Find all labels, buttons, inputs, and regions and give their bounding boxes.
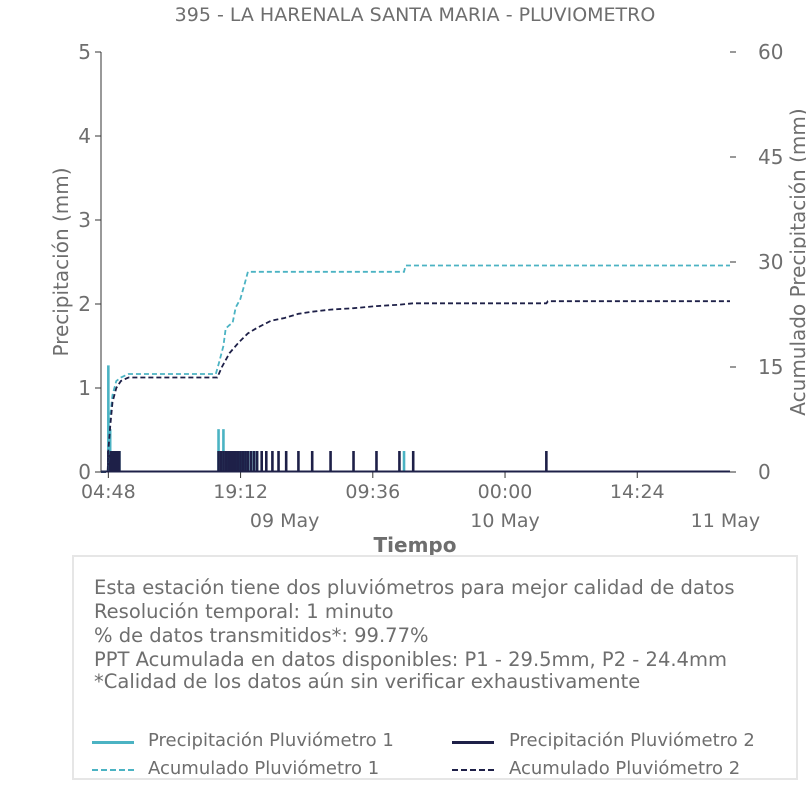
x-date-label: 09 May <box>250 510 320 532</box>
y-tick-label-right: 15 <box>758 355 783 379</box>
x-tick-label: 09:36 <box>345 481 400 503</box>
y-tick-label-right: 30 <box>758 250 783 274</box>
y-tick-label-right: 0 <box>758 460 771 484</box>
chart-title: 395 - LA HARENALA SANTA MARIA - PLUVIOME… <box>175 4 656 26</box>
x-axis-label: Tiempo <box>374 533 457 557</box>
x-tick-label: 14:24 <box>610 481 665 503</box>
legend-label-acum-1: Acumulado Pluviómetro 1 <box>148 758 380 779</box>
x-tick-label: 00:00 <box>478 481 533 503</box>
legend-label-acum-2: Acumulado Pluviómetro 2 <box>509 758 741 779</box>
legend-swatch-acum-1 <box>92 769 134 771</box>
y-tick-label-left: 1 <box>78 376 91 400</box>
x-date-label: 11 May <box>691 510 761 532</box>
cumulative-line-1 <box>101 264 730 473</box>
info-line: PPT Acumulada en datos disponibles: P1 -… <box>94 648 727 671</box>
x-tick-label: 04:48 <box>81 481 136 503</box>
info-line: Resolución temporal: 1 minuto <box>94 600 394 623</box>
y-tick-label-left: 3 <box>78 208 91 232</box>
y-tick-label-left: 5 <box>78 40 91 64</box>
info-line: Esta estación tiene dos pluviómetros par… <box>94 576 735 599</box>
info-box: Esta estación tiene dos pluviómetros par… <box>72 555 798 780</box>
cumulative-line-2 <box>101 300 730 473</box>
y-tick-label-left: 0 <box>78 460 91 484</box>
precipitation-chart: 395 - LA HARENALA SANTA MARIA - PLUVIOME… <box>49 4 806 557</box>
y-axis-label-right: Acumulado Precipitación (mm) <box>786 108 806 415</box>
y-axis-label-left: Precipitación (mm) <box>49 167 73 356</box>
legend-label-precip-2: Precipitación Pluviómetro 2 <box>509 730 755 751</box>
y-tick-label-left: 4 <box>78 124 91 148</box>
y-tick-label-left: 2 <box>78 292 91 316</box>
y-tick-label-right: 60 <box>758 40 783 64</box>
legend-swatch-precip-1 <box>92 741 134 744</box>
x-tick-label: 19:12 <box>213 481 268 503</box>
x-date-label: 10 May <box>470 510 540 532</box>
legend-swatch-precip-2 <box>452 741 494 744</box>
legend-label-precip-1: Precipitación Pluviómetro 1 <box>148 730 394 751</box>
info-line: *Calidad de los datos aún sin verificar … <box>94 670 641 693</box>
legend-swatch-acum-2 <box>452 769 494 771</box>
info-line: % de datos transmitidos*: 99.77% <box>94 624 429 647</box>
y-tick-label-right: 45 <box>758 145 783 169</box>
